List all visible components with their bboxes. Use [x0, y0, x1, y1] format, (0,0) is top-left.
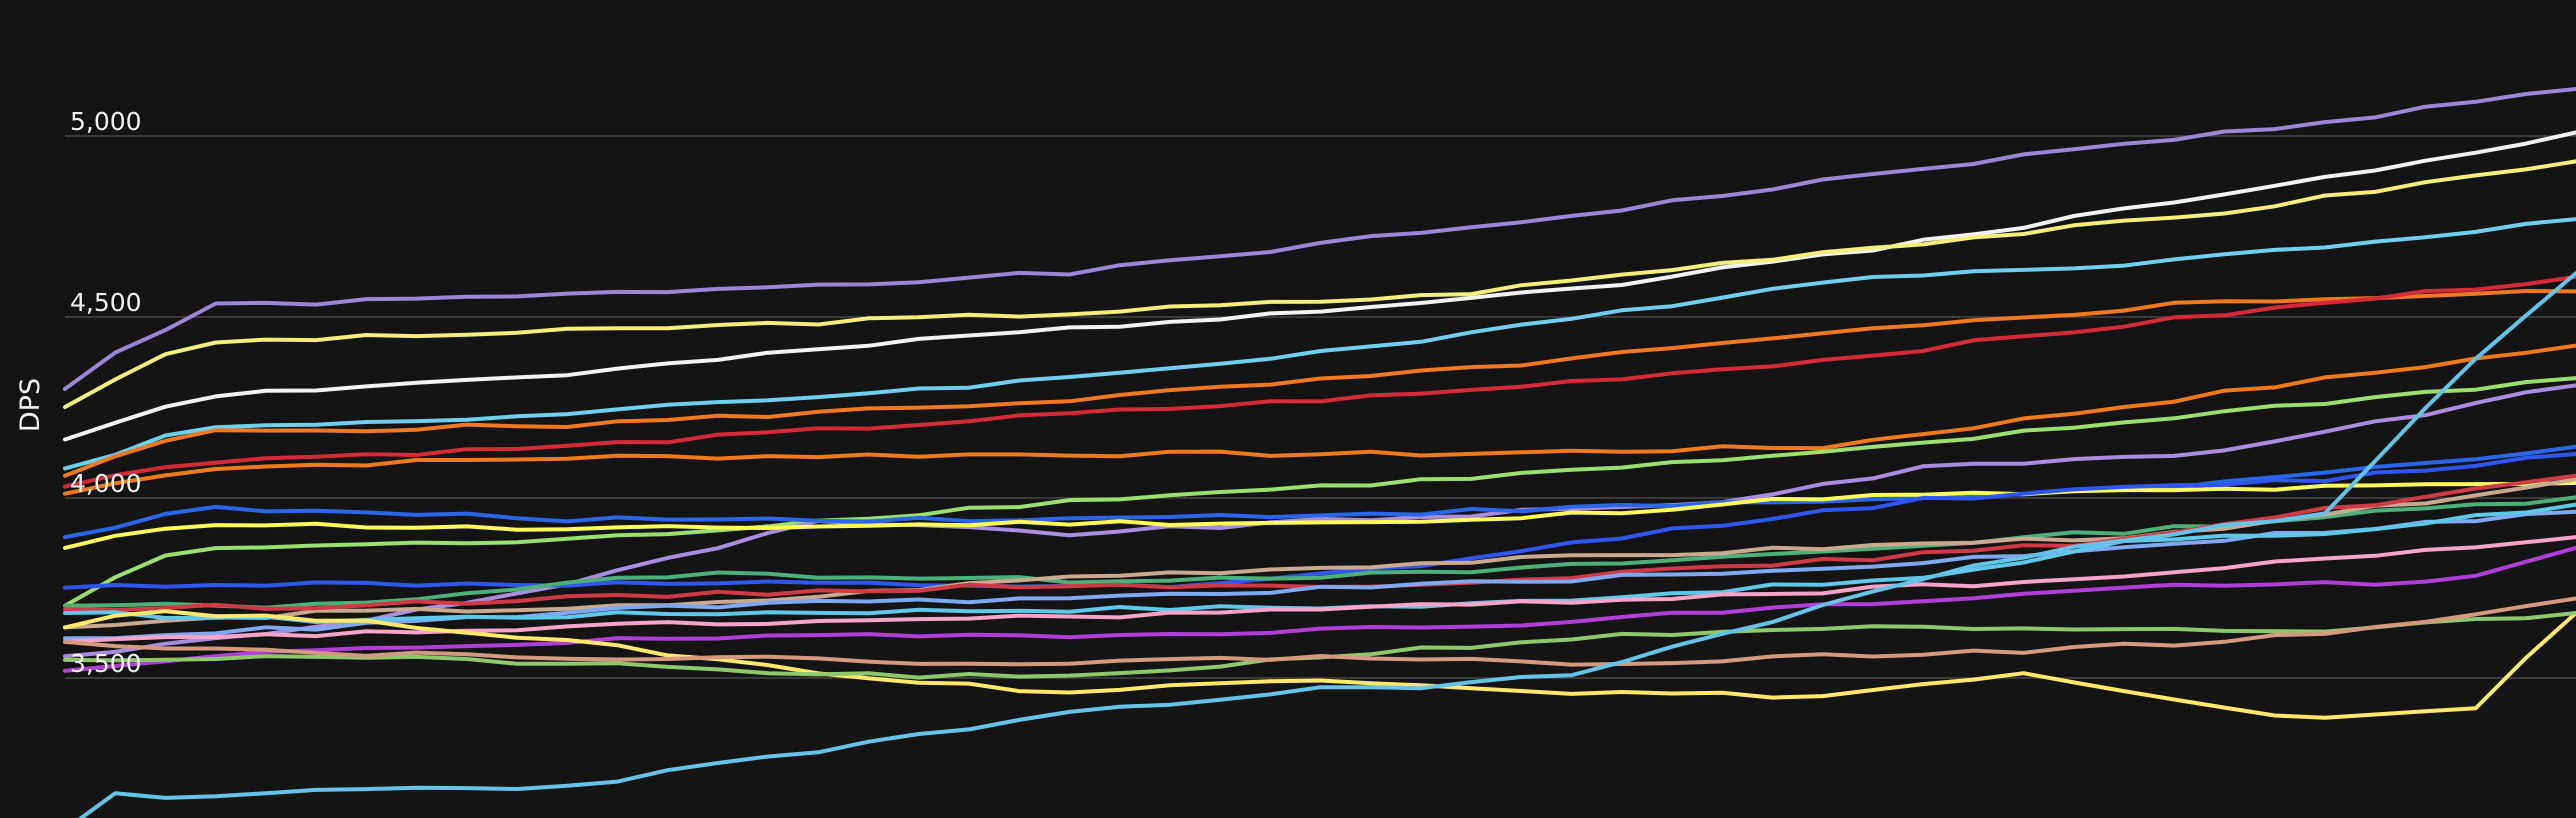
series-line-9 [63, 383, 2576, 659]
series-line-10 [63, 444, 2576, 540]
series-lines [63, 87, 2576, 818]
y-tick-3500: 3,500 [70, 649, 142, 678]
y-tick-5000: 5,000 [70, 107, 142, 136]
series-line-7 [63, 343, 2576, 496]
series-line-19 [63, 545, 2576, 673]
series-line-2 [63, 130, 2576, 442]
series-line-6 [63, 274, 2576, 489]
y-axis-label: DPS [15, 378, 46, 432]
y-tick-4000: 4,000 [70, 469, 142, 498]
series-line-8 [63, 376, 2576, 608]
series-line-18 [63, 535, 2576, 644]
series-line-5 [63, 289, 2576, 478]
series-line-12 [63, 452, 2576, 590]
series-line-3 [63, 159, 2576, 409]
grid [65, 135, 2576, 679]
series-line-13 [63, 495, 2576, 610]
y-axis-labels: 5,000 4,500 4,000 3,500 [70, 107, 142, 678]
y-tick-4500: 4,500 [70, 288, 142, 317]
series-line-20 [63, 609, 2576, 720]
series-line-11 [63, 480, 2576, 550]
series-line-1 [63, 87, 2576, 391]
series-line-4 [63, 217, 2576, 471]
series-line-23 [77, 271, 2576, 818]
series-line-22 [63, 596, 2576, 667]
